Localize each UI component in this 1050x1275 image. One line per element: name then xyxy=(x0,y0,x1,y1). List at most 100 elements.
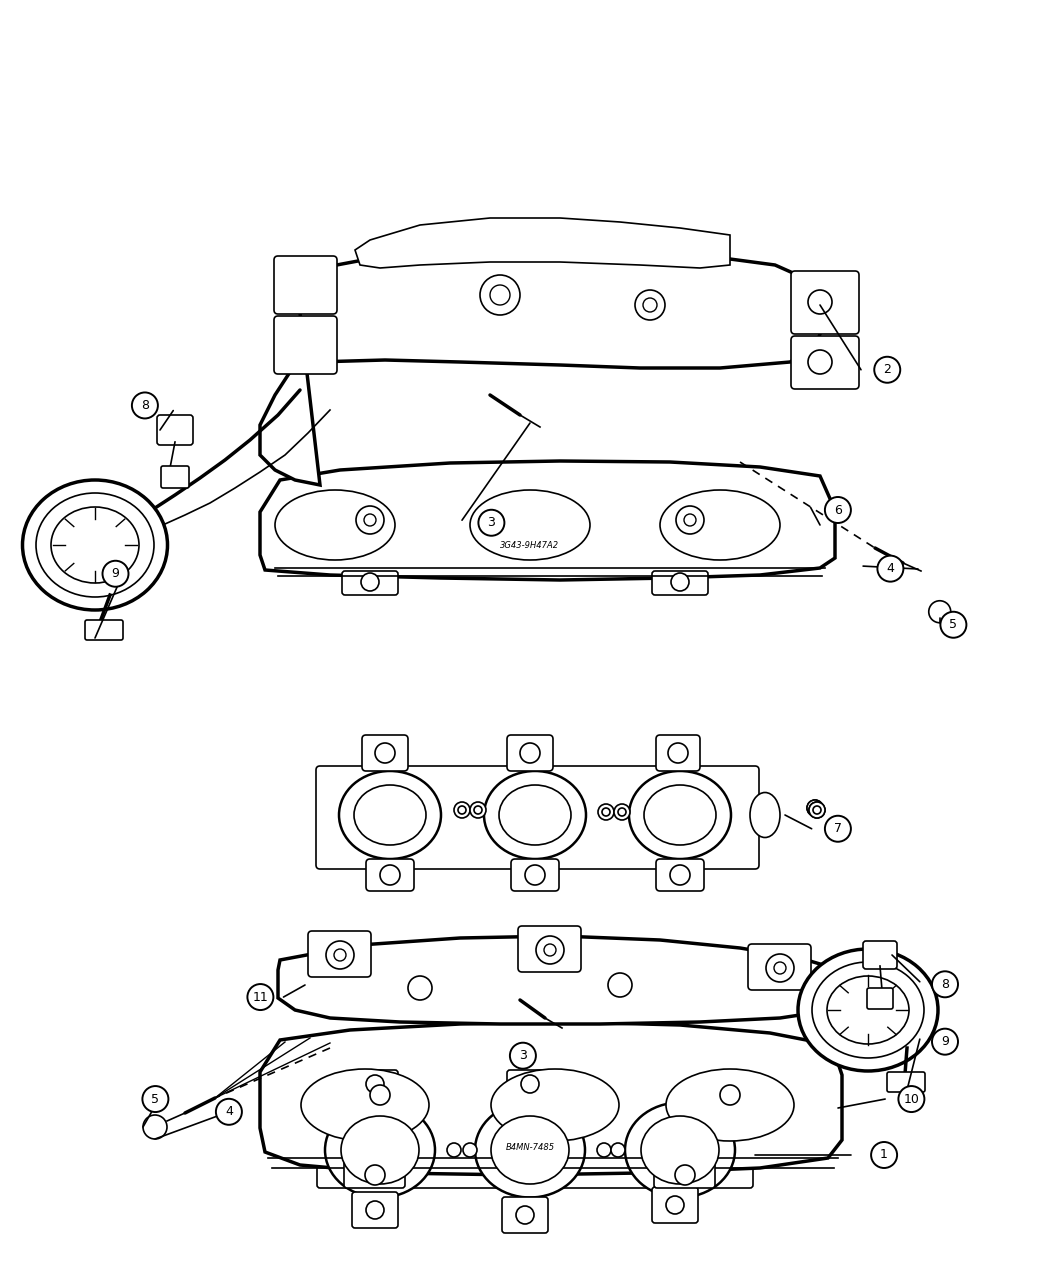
FancyBboxPatch shape xyxy=(342,571,398,595)
FancyBboxPatch shape xyxy=(274,316,337,374)
FancyBboxPatch shape xyxy=(791,337,859,389)
FancyBboxPatch shape xyxy=(352,1070,398,1098)
Circle shape xyxy=(932,972,958,997)
Circle shape xyxy=(807,799,823,816)
FancyBboxPatch shape xyxy=(652,1187,698,1223)
Circle shape xyxy=(463,1142,477,1156)
Ellipse shape xyxy=(827,975,909,1044)
Ellipse shape xyxy=(660,490,780,560)
Circle shape xyxy=(454,802,470,819)
FancyBboxPatch shape xyxy=(161,465,189,488)
Text: 2: 2 xyxy=(883,363,891,376)
Circle shape xyxy=(825,816,851,842)
FancyBboxPatch shape xyxy=(656,734,700,771)
Circle shape xyxy=(602,808,610,816)
Circle shape xyxy=(813,806,821,813)
Ellipse shape xyxy=(36,493,154,597)
FancyBboxPatch shape xyxy=(362,734,408,771)
Circle shape xyxy=(521,1075,539,1093)
Circle shape xyxy=(720,1085,740,1105)
FancyBboxPatch shape xyxy=(518,926,581,972)
Ellipse shape xyxy=(491,1116,569,1184)
Circle shape xyxy=(408,975,432,1000)
Circle shape xyxy=(825,497,851,523)
Circle shape xyxy=(366,1201,384,1219)
FancyBboxPatch shape xyxy=(867,988,892,1009)
Circle shape xyxy=(670,864,690,885)
Circle shape xyxy=(774,963,786,974)
Circle shape xyxy=(808,289,832,314)
Ellipse shape xyxy=(625,1103,735,1197)
Circle shape xyxy=(668,743,688,762)
FancyBboxPatch shape xyxy=(863,941,897,969)
Circle shape xyxy=(811,805,819,812)
Ellipse shape xyxy=(798,949,938,1071)
Circle shape xyxy=(929,601,950,622)
Circle shape xyxy=(598,805,614,820)
Circle shape xyxy=(103,561,128,586)
FancyBboxPatch shape xyxy=(502,1197,548,1233)
Text: 3G43-9H47A2: 3G43-9H47A2 xyxy=(501,541,560,550)
Circle shape xyxy=(380,864,400,885)
Text: 11: 11 xyxy=(252,991,269,1003)
FancyBboxPatch shape xyxy=(274,256,337,314)
Circle shape xyxy=(872,1142,897,1168)
FancyBboxPatch shape xyxy=(654,1160,715,1188)
Circle shape xyxy=(807,799,823,816)
FancyBboxPatch shape xyxy=(316,766,759,870)
Circle shape xyxy=(216,1099,242,1125)
Polygon shape xyxy=(355,218,730,268)
Circle shape xyxy=(364,514,376,527)
FancyBboxPatch shape xyxy=(158,414,193,445)
Circle shape xyxy=(941,612,966,638)
Circle shape xyxy=(608,973,632,997)
Ellipse shape xyxy=(51,507,139,583)
Ellipse shape xyxy=(275,490,395,560)
FancyBboxPatch shape xyxy=(791,272,859,334)
Text: 5: 5 xyxy=(151,1093,160,1105)
Polygon shape xyxy=(260,249,825,484)
Circle shape xyxy=(490,286,510,305)
Circle shape xyxy=(932,1029,958,1054)
Text: 1: 1 xyxy=(880,1149,888,1162)
Ellipse shape xyxy=(666,1068,794,1141)
Ellipse shape xyxy=(301,1068,429,1141)
Circle shape xyxy=(808,802,825,819)
Circle shape xyxy=(510,1043,536,1068)
Circle shape xyxy=(614,805,630,820)
Circle shape xyxy=(143,1116,167,1139)
Text: 6: 6 xyxy=(834,504,842,516)
Circle shape xyxy=(766,954,794,982)
FancyBboxPatch shape xyxy=(308,931,371,977)
Circle shape xyxy=(675,1165,695,1184)
Circle shape xyxy=(334,949,346,961)
Text: 4: 4 xyxy=(886,562,895,575)
Circle shape xyxy=(479,510,504,536)
FancyBboxPatch shape xyxy=(748,944,811,989)
Circle shape xyxy=(480,275,520,315)
FancyBboxPatch shape xyxy=(317,1102,753,1188)
Text: 8: 8 xyxy=(941,978,949,991)
Ellipse shape xyxy=(812,963,924,1058)
FancyBboxPatch shape xyxy=(887,1072,925,1091)
Polygon shape xyxy=(260,462,835,580)
Ellipse shape xyxy=(644,785,716,845)
Circle shape xyxy=(676,506,704,534)
Circle shape xyxy=(536,936,564,964)
Circle shape xyxy=(458,806,466,813)
Circle shape xyxy=(597,1142,611,1156)
Text: 10: 10 xyxy=(903,1093,920,1105)
Ellipse shape xyxy=(341,1116,419,1184)
Ellipse shape xyxy=(339,771,441,859)
FancyBboxPatch shape xyxy=(507,734,553,771)
Circle shape xyxy=(666,1196,684,1214)
Text: 7: 7 xyxy=(834,822,842,835)
Circle shape xyxy=(474,806,482,813)
Circle shape xyxy=(365,1165,385,1184)
Text: B4MN-7485: B4MN-7485 xyxy=(505,1144,554,1153)
FancyBboxPatch shape xyxy=(507,1070,553,1098)
Circle shape xyxy=(875,357,900,382)
Circle shape xyxy=(544,944,556,956)
Text: 9: 9 xyxy=(941,1035,949,1048)
FancyBboxPatch shape xyxy=(366,859,414,891)
